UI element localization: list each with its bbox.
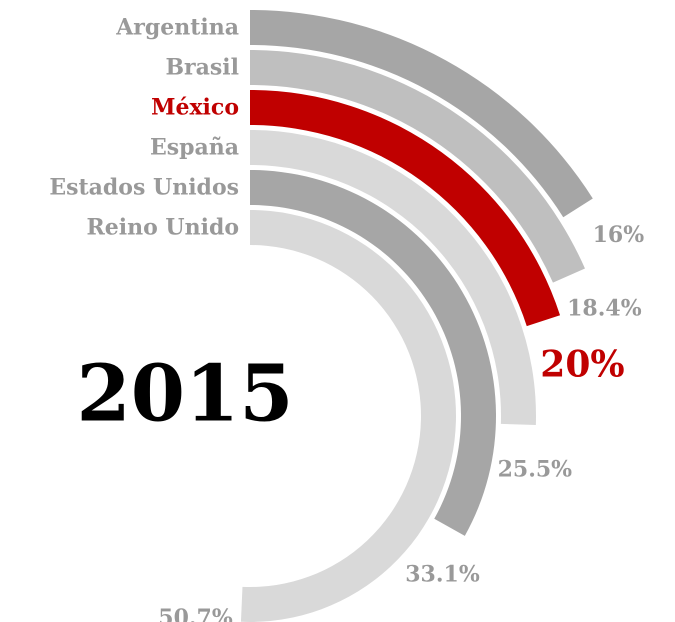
category-label: España	[150, 135, 239, 161]
radial-bar	[240, 210, 456, 622]
value-label: 33.1%	[405, 561, 480, 587]
category-label: Brasil	[165, 55, 239, 81]
category-label: México	[151, 95, 239, 121]
category-label: Estados Unidos	[49, 175, 239, 201]
radial-bar	[250, 10, 593, 218]
value-label: 20%	[540, 343, 624, 385]
chart-title: 2015	[76, 349, 293, 440]
value-label: 50.7%	[158, 605, 233, 622]
radial-bar	[250, 130, 536, 425]
value-label: 16%	[593, 222, 645, 248]
category-label: Reino Unido	[86, 215, 239, 241]
value-label: 25.5%	[498, 456, 573, 482]
value-label: 18.4%	[567, 296, 642, 322]
radial-bar	[250, 50, 585, 283]
category-label: Argentina	[115, 15, 239, 41]
radial-bar	[250, 170, 496, 536]
radial-bar	[250, 90, 561, 327]
